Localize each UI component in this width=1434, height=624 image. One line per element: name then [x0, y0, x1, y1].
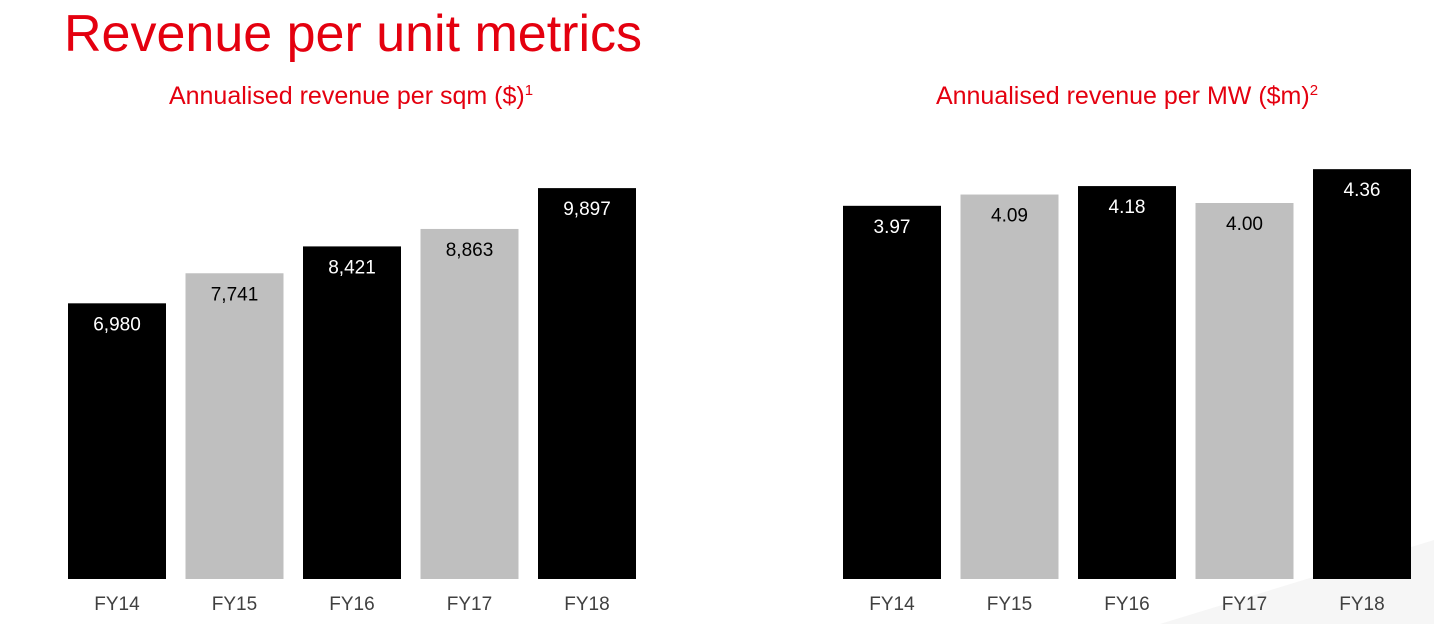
- data-label-sqm-fy17: 8,863: [446, 240, 494, 261]
- page-title: Revenue per unit metrics: [64, 5, 643, 63]
- chart-sqm: 6,980 FY14 7,741 FY15 8,421 FY16 8,863 FY17 9,89…: [68, 188, 636, 615]
- data-label-mw-fy15: 4.09: [991, 206, 1028, 227]
- bar-sqm-fy17: [420, 228, 519, 580]
- bar-sqm-fy18: [538, 188, 636, 579]
- bar-sqm-fy16: [303, 246, 401, 579]
- data-label-mw-fy17: 4.00: [1226, 214, 1263, 235]
- tick-label-mw-fy14: FY14: [869, 594, 915, 615]
- tick-label-mw-fy16: FY16: [1104, 594, 1149, 615]
- tick-label-sqm-fy17: FY17: [447, 594, 492, 615]
- bar-mw-fy14: [843, 205, 941, 579]
- chart-title-sqm-footnote: 1: [524, 82, 534, 99]
- tick-label-sqm-fy18: FY18: [564, 594, 609, 615]
- chart-title-mw-footnote: 2: [1309, 82, 1319, 99]
- bar-sqm-fy15: [185, 273, 284, 579]
- data-label-mw-fy14: 3.97: [874, 217, 911, 238]
- data-label-sqm-fy16: 8,421: [328, 257, 376, 278]
- tick-label-mw-fy18: FY18: [1339, 594, 1384, 615]
- chart-title-mw: Annualised revenue per MW ($m)2: [936, 80, 1318, 112]
- data-label-sqm-fy14: 6,980: [93, 314, 141, 335]
- bar-mw-fy18: [1313, 169, 1411, 579]
- tick-label-mw-fy17: FY17: [1222, 594, 1267, 615]
- chart-title-mw-text: Annualised revenue per MW ($m): [935, 82, 1310, 110]
- tick-label-sqm-fy15: FY15: [212, 594, 257, 615]
- data-label-mw-fy16: 4.18: [1109, 197, 1146, 218]
- bar-mw-fy17: [1195, 203, 1294, 579]
- tick-label-sqm-fy14: FY14: [94, 594, 140, 615]
- data-label-mw-fy18: 4.36: [1344, 180, 1381, 201]
- bar-mw-fy16: [1078, 186, 1176, 579]
- data-label-sqm-fy15: 7,741: [211, 284, 259, 305]
- data-label-sqm-fy18: 9,897: [563, 199, 611, 220]
- bar-mw-fy15: [960, 194, 1059, 580]
- chart-title-sqm-text: Annualised revenue per sqm ($): [168, 82, 525, 110]
- tick-label-mw-fy15: FY15: [987, 594, 1032, 615]
- tick-label-sqm-fy16: FY16: [329, 594, 374, 615]
- bar-sqm-fy14: [68, 303, 166, 579]
- chart-title-sqm: Annualised revenue per sqm ($)1: [169, 80, 533, 112]
- chart-mw: 3.97 FY14 4.09 FY15 4.18 FY16 4.00 FY17 4.36 FY18: [843, 169, 1411, 615]
